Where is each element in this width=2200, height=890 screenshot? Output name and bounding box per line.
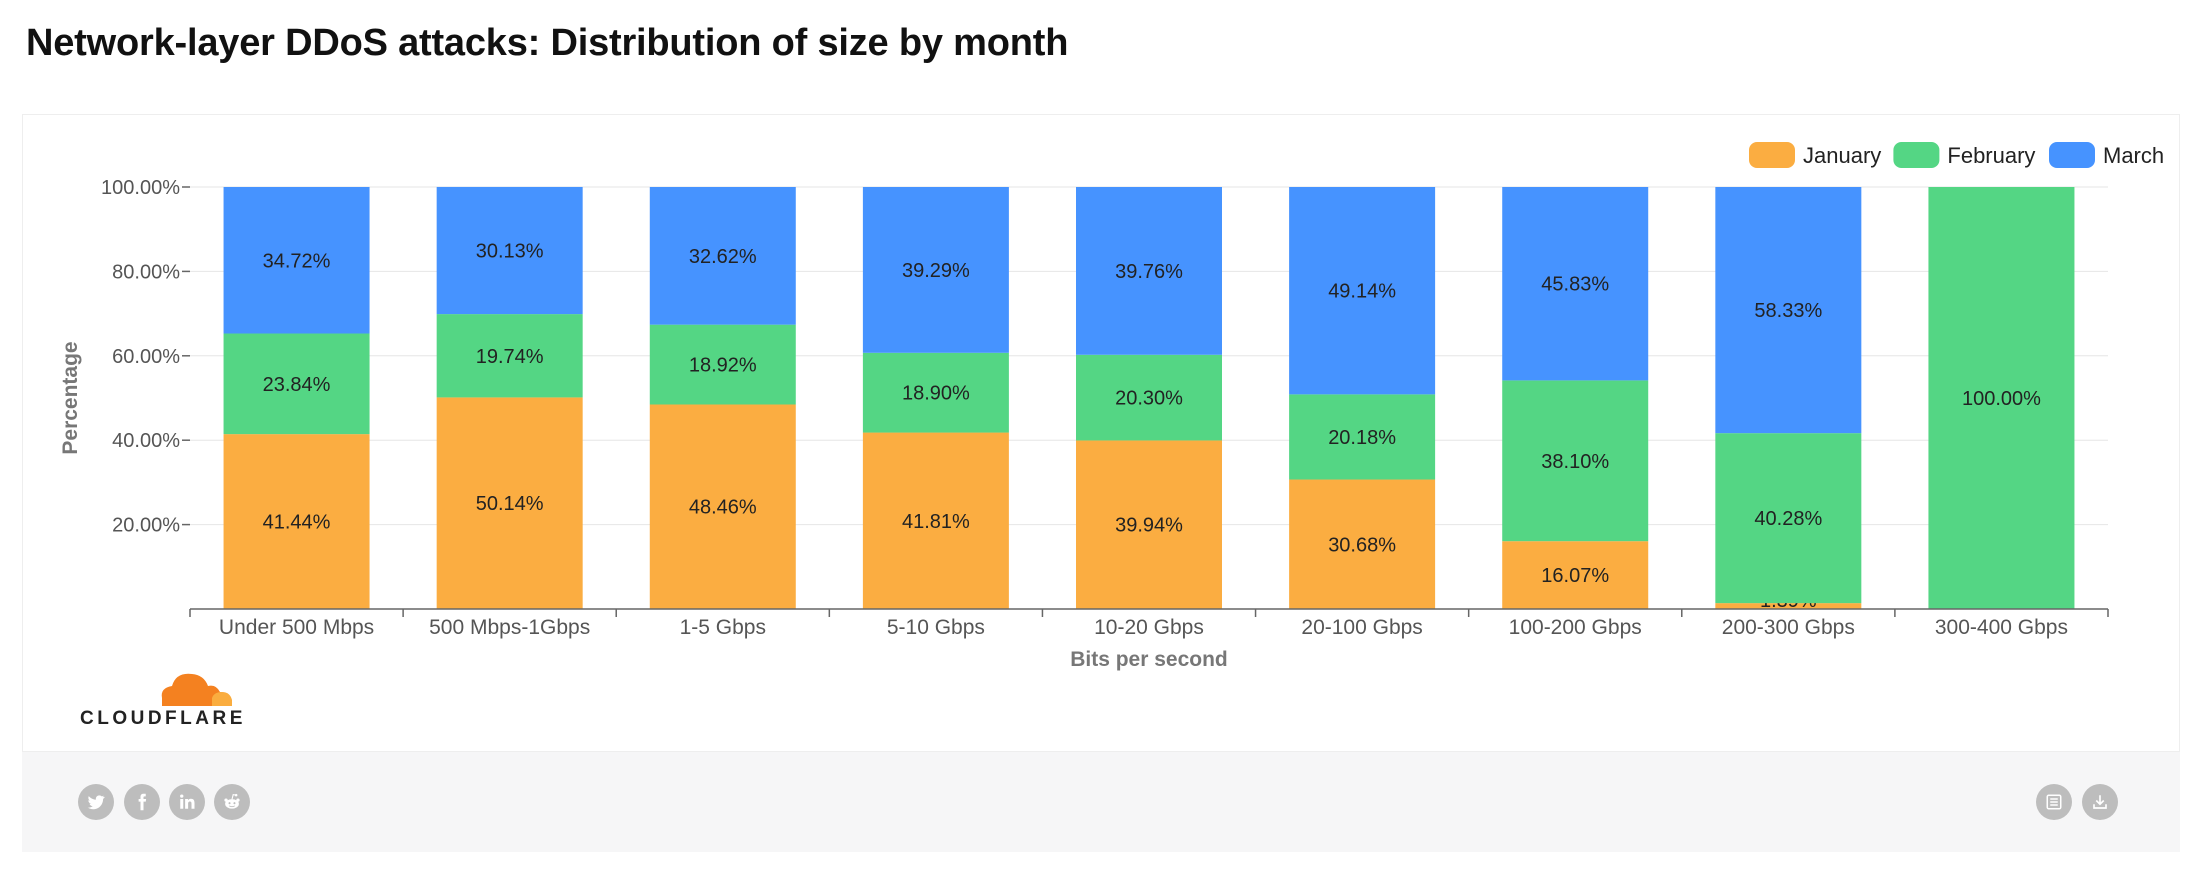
chart-footer (22, 752, 2180, 852)
cloud-icon (161, 673, 232, 706)
data-label: 41.44% (263, 512, 331, 534)
logo-wordmark: CLOUDFLARE (80, 708, 246, 729)
data-label: 58.33% (1754, 300, 1822, 322)
bar-segment (1289, 394, 1436, 480)
twitter-icon (87, 795, 105, 810)
x-tick-label: Under 500 Mbps (219, 616, 374, 639)
bar-segment (1289, 479, 1436, 609)
bar-segment (436, 397, 583, 609)
data-label: 49.14% (1328, 281, 1396, 303)
bar-segment (1076, 440, 1222, 609)
bar-segment (862, 432, 1009, 609)
download-button[interactable] (2082, 784, 2118, 820)
data-label: 39.94% (1115, 515, 1183, 537)
x-tick-label: 5-10 Gbps (887, 616, 985, 639)
x-tick-label: 200-300 Gbps (1722, 616, 1855, 639)
data-table-button[interactable] (2036, 784, 2072, 820)
facebook-icon (138, 793, 147, 811)
data-label: 18.92% (689, 355, 757, 377)
x-tick-label: 300-400 Gbps (1935, 616, 2068, 639)
linkedin-share-button[interactable] (169, 784, 205, 820)
data-label: 20.30% (1115, 388, 1183, 410)
bar-segment (436, 314, 583, 398)
y-tick-label: 20.00% (112, 515, 180, 537)
legend-swatch (2049, 142, 2095, 168)
data-label: 50.14% (476, 493, 544, 515)
legend-label: February (1947, 143, 2035, 168)
x-tick-label: 100-200 Gbps (1509, 616, 1642, 639)
linkedin-icon (180, 794, 195, 809)
x-tick-label: 1-5 Gbps (680, 616, 766, 639)
x-tick-label: 10-20 Gbps (1094, 616, 1204, 639)
y-axis-title: Percentage (59, 341, 82, 454)
bar-segment (1076, 354, 1222, 441)
legend-swatch (1749, 142, 1795, 168)
data-label: 23.84% (263, 374, 331, 396)
bar-segment (1715, 187, 1862, 434)
twitter-share-button[interactable] (78, 784, 114, 820)
data-label: 32.62% (689, 246, 757, 268)
data-label: 34.72% (263, 250, 331, 272)
chart-card: 20.00% 40.00% 60.00% 80.00% 100.00% 41.44% 23.… (22, 114, 2180, 752)
reddit-share-button[interactable] (214, 784, 250, 820)
data-label: 40.28% (1754, 508, 1822, 530)
x-tick-label: 500 Mbps-1Gbps (429, 616, 590, 639)
legend-label: March (2103, 143, 2164, 168)
download-icon (2093, 795, 2107, 809)
data-label: 30.68% (1328, 534, 1396, 556)
bar-segment (649, 187, 796, 325)
data-label: 38.10% (1541, 451, 1609, 473)
bar-segment (649, 404, 796, 609)
bar-segment (1715, 433, 1862, 604)
data-label: 100.00% (1962, 388, 2041, 410)
data-label: 16.07% (1541, 565, 1609, 587)
data-table-icon (2046, 794, 2062, 810)
page-title: Network-layer DDoS attacks: Distribution… (26, 22, 1069, 64)
bar-segment (223, 187, 370, 334)
bar-segment (649, 324, 796, 405)
y-tick-label: 60.00% (112, 346, 180, 368)
legend-label: January (1803, 143, 1881, 168)
x-axis-title: Bits per second (1070, 648, 1228, 671)
bar-segment (1502, 380, 1649, 542)
reddit-icon (224, 793, 240, 809)
data-label: 19.74% (476, 346, 544, 368)
data-label: 39.29% (902, 260, 970, 282)
data-label: 45.83% (1541, 274, 1609, 296)
facebook-share-button[interactable] (124, 784, 160, 820)
data-label: 48.46% (689, 497, 757, 519)
y-tick-label: 80.00% (112, 261, 180, 283)
bar-segment (223, 333, 370, 435)
y-tick-label: 40.00% (112, 430, 180, 452)
data-label: 20.18% (1328, 427, 1396, 449)
cloudflare-logo: CLOUDFLARE (80, 668, 250, 730)
data-label: 41.81% (902, 511, 970, 533)
data-label: 18.90% (902, 383, 970, 405)
bar-segment (223, 434, 370, 609)
data-label: 39.76% (1115, 261, 1183, 283)
legend-swatch (1893, 142, 1940, 168)
chart: 20.00% 40.00% 60.00% 80.00% 100.00% 41.44% 23.… (59, 142, 2164, 671)
bar-segment (862, 187, 1009, 353)
bar-segment (862, 352, 1009, 433)
bar-segment (1715, 603, 1862, 609)
bar-segment (1289, 187, 1436, 395)
data-label: 30.13% (476, 241, 544, 263)
bar-segment (1502, 541, 1649, 609)
bar-segment (1076, 187, 1222, 355)
bar-segment (436, 186, 583, 315)
y-tick-label: 100.00% (101, 177, 180, 199)
x-tick-label: 20-100 Gbps (1301, 616, 1422, 639)
bar-segment (1928, 187, 2075, 609)
bar-segment (1502, 187, 1649, 381)
